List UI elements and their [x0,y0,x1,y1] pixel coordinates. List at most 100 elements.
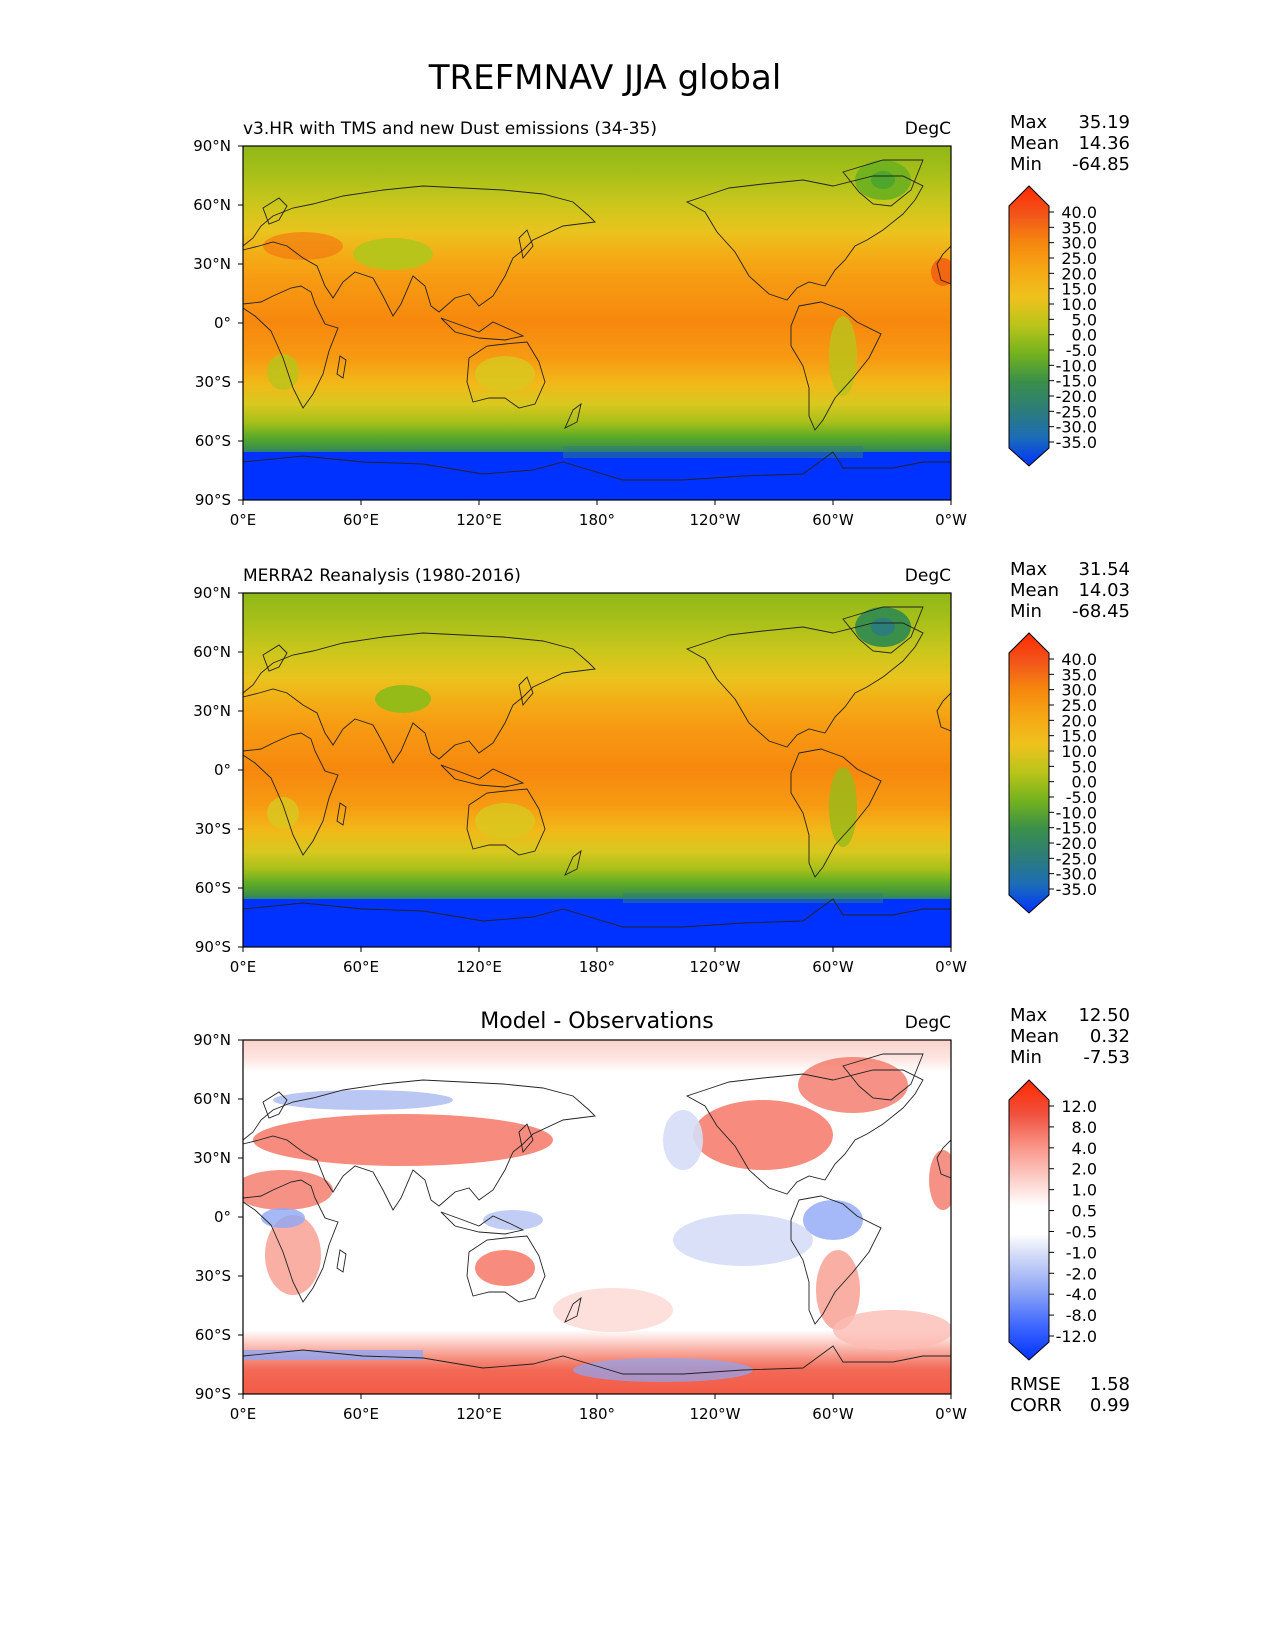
panel-1-mean-label: Mean [1010,133,1059,154]
panel-1: v3.HR with TMS and new Dust emissions (3… [193,119,967,529]
y-tick-label: 60°S [195,1326,231,1344]
colorbar-label: 8.0 [1072,1118,1097,1137]
panel-2-colorbar-labels: 40.035.030.025.020.015.010.05.00.0-5.0-1… [1049,650,1097,899]
y-tick-label: 0° [214,314,231,332]
panel-1-units: DegC [905,119,951,139]
x-tick-label: 120°W [690,1405,741,1423]
x-tick-label: 120°W [690,958,741,976]
y-tick-label: 90°N [193,137,231,155]
x-tick-label: 0°W [935,1405,967,1423]
colorbar-label: 0.0 [1072,326,1097,345]
panel-3-mean-label: Mean [1010,1026,1059,1047]
panel-3: Model - Observations DegC 0°E 60°E 120°E 18… [193,1009,967,1423]
panel-1-x-axis: 0°E 60°E 120°E 180° 120°W 60°W 0°W [230,500,967,529]
panel-2-title: MERRA2 Reanalysis (1980-2016) [243,566,521,586]
colorbar-label: 0.0 [1072,773,1097,792]
colorbar-label: 30.0 [1061,234,1097,253]
panel-2-max-value: 31.54 [1078,559,1130,580]
rmse-label: RMSE [1010,1374,1061,1395]
x-tick-label: 0°W [935,511,967,529]
colorbar-label: 5.0 [1072,310,1097,329]
panel-1-min-label: Min [1010,154,1042,175]
y-tick-label: 30°N [193,1149,231,1167]
panel-1-stats: Max 35.19 Mean 14.36 Min -64.85 [1010,112,1130,175]
x-tick-label: 180° [579,958,615,976]
panel-1-colorbar-labels: 40.035.030.025.020.015.010.05.00.0-5.0-1… [1049,203,1097,452]
colorbar-label: 25.0 [1061,696,1097,715]
colorbar-label: -25.0 [1056,849,1097,868]
panel-2-units: DegC [905,566,951,586]
panel-2-min-value: -68.45 [1072,601,1130,622]
colorbar-label: -1.0 [1066,1243,1097,1262]
panel-3-min-label: Min [1010,1047,1042,1068]
panel-3-units: DegC [905,1013,951,1033]
panel-3-mean-value: 0.32 [1090,1026,1130,1047]
x-tick-label: 60°W [812,1405,854,1423]
x-tick-label: 180° [579,1405,615,1423]
y-tick-label: 90°S [195,938,231,956]
y-tick-label: 30°N [193,702,231,720]
colorbar-label: 35.0 [1061,665,1097,684]
x-tick-label: 120°W [690,511,741,529]
colorbar-label: 20.0 [1061,711,1097,730]
y-tick-label: 0° [214,1208,231,1226]
colorbar-label: -30.0 [1056,418,1097,437]
y-tick-label: 30°N [193,255,231,273]
panel-3-stats: Max 12.50 Mean 0.32 Min -7.53 [1010,1005,1130,1068]
colorbar-label: 35.0 [1061,218,1097,237]
panel-2-min-label: Min [1010,601,1042,622]
panel-3-y-axis: 90°N 60°N 30°N 0° 30°S 60°S 90°S [193,1031,243,1403]
corr-value: 0.99 [1090,1395,1130,1416]
colorbar-label: 40.0 [1061,203,1097,222]
panel-3-colorbar: 12.0 8.0 4.0 2.0 1.0 0.5-0.5 -1.0 -2.0 -4.0 -8.0 -… [1008,1079,1097,1361]
rmse-value: 1.58 [1090,1374,1130,1395]
y-tick-label: 30°S [195,373,231,391]
x-tick-label: 120°E [456,511,502,529]
colorbar-label: -20.0 [1056,834,1097,853]
colorbar-label: -35.0 [1056,880,1097,899]
colorbar-label: -2.0 [1066,1264,1097,1283]
y-tick-label: 60°S [195,879,231,897]
x-tick-label: 60°E [343,958,379,976]
corr-label: CORR [1010,1395,1062,1416]
colorbar-label: -0.5 [1066,1222,1097,1241]
colorbar-label: -4.0 [1066,1285,1097,1304]
colorbar-label: -25.0 [1056,402,1097,421]
x-tick-label: 0°W [935,958,967,976]
colorbar-label: 12.0 [1061,1097,1097,1116]
colorbar-label: -10.0 [1056,356,1097,375]
y-tick-label: 90°S [195,1385,231,1403]
y-tick-label: 60°S [195,432,231,450]
panel-3-max-label: Max [1010,1005,1048,1026]
colorbar-label: -5.0 [1066,788,1097,807]
panel-2-land-features [243,607,951,947]
panel-2: MERRA2 Reanalysis (1980-2016) DegC 0°E 60… [193,566,967,976]
x-tick-label: 180° [579,511,615,529]
y-tick-label: 90°N [193,584,231,602]
colorbar-label: -10.0 [1056,803,1097,822]
panel-2-mean-value: 14.03 [1078,580,1130,601]
panel-3-anomaly-features [243,1057,951,1382]
colorbar-label: -30.0 [1056,865,1097,884]
x-tick-label: 120°E [456,1405,502,1423]
panel-1-title: v3.HR with TMS and new Dust emissions (3… [243,119,657,139]
panel-1-max-value: 35.19 [1078,112,1130,133]
panel-2-max-label: Max [1010,559,1048,580]
panel-1-max-label: Max [1010,112,1048,133]
panel-3-max-value: 12.50 [1078,1005,1130,1026]
x-tick-label: 0°E [230,511,257,529]
panel-1-field [243,146,951,500]
colorbar-label: 0.5 [1072,1202,1097,1221]
colorbar-label: -20.0 [1056,387,1097,406]
y-tick-label: 30°S [195,1267,231,1285]
panel-3-min-value: -7.53 [1083,1047,1130,1068]
y-tick-label: 60°N [193,643,231,661]
panel-3-colorbar-labels: 12.0 8.0 4.0 2.0 1.0 0.5-0.5 -1.0 -2.0 -4.0 -8.0 -… [1049,1097,1097,1346]
panel-1-y-axis: 90°N 60°N 30°N 0° 30°S 60°S 90°S [193,137,243,509]
panel-1-min-value: -64.85 [1072,154,1130,175]
panel-1-colorbar: 40.035.030.025.020.015.010.05.00.0-5.0-1… [1008,185,1097,467]
colorbar-label: -8.0 [1066,1306,1097,1325]
colorbar-label: 15.0 [1061,280,1097,299]
colorbar-label: 10.0 [1061,295,1097,314]
